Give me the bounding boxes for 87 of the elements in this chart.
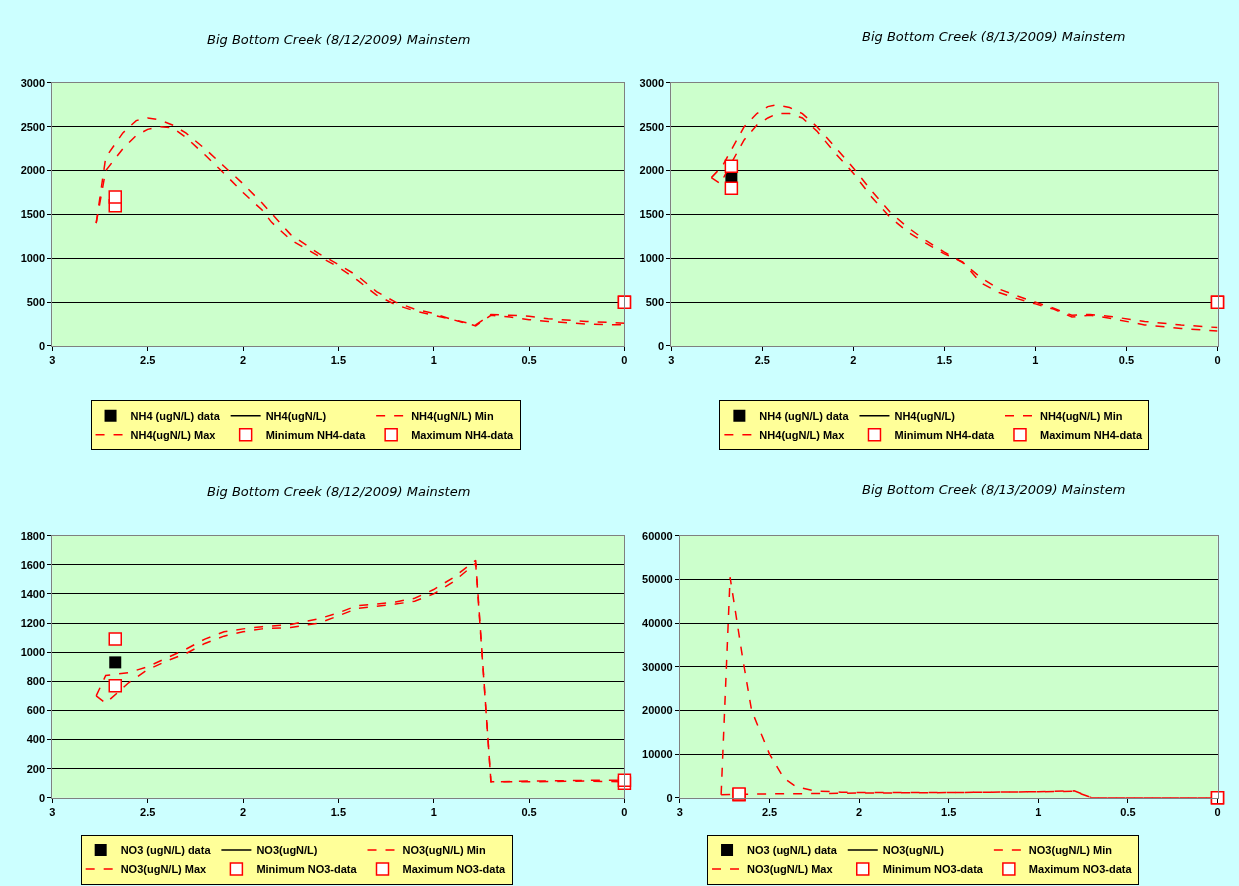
y-tick-label: 2500 bbox=[20, 120, 46, 133]
x-tick-label: 1.5 bbox=[941, 806, 957, 819]
legend-label: NH4(ugN/L) Max bbox=[130, 428, 217, 441]
y-tick-label: 2000 bbox=[639, 164, 665, 177]
x-tick-label: 1.5 bbox=[330, 806, 347, 819]
legend-label: NO3(ugN/L) Min bbox=[402, 844, 486, 857]
y-tick-label: 1600 bbox=[20, 558, 46, 571]
y-tick-label: 600 bbox=[26, 704, 46, 717]
legend-label: NH4(ugN/L) Min bbox=[411, 409, 494, 422]
y-tick-label: 1800 bbox=[20, 529, 46, 542]
x-tick-label: 2 bbox=[850, 354, 857, 367]
x-tick-label: 2 bbox=[239, 354, 247, 367]
legend-label: Minimum NH4-data bbox=[265, 428, 367, 441]
x-tick-label: 2.5 bbox=[754, 354, 770, 367]
legend-label: Maximum NO3-data bbox=[1028, 863, 1133, 876]
legend-label: NO3(ugN/L) Max bbox=[120, 863, 208, 876]
legend-label: NO3 (ugN/L) data bbox=[120, 844, 212, 857]
x-tick-label: 1 bbox=[430, 354, 437, 367]
y-tick-label: 0 bbox=[657, 339, 665, 352]
x-tick-label: 0 bbox=[621, 354, 628, 367]
x-tick-label: 1 bbox=[430, 806, 437, 819]
x-tick-label: 3 bbox=[49, 354, 56, 367]
x-tick-label: 2 bbox=[856, 806, 863, 819]
x-tick-label: 2.5 bbox=[140, 806, 156, 819]
y-tick-label: 40000 bbox=[642, 616, 673, 629]
chart-title: Big Bottom Creek (8/13/2009) Mainstem bbox=[862, 29, 1126, 44]
y-tick-label: 1200 bbox=[20, 616, 46, 629]
chart-title: Big Bottom Creek (8/12/2009) Mainstem bbox=[207, 484, 471, 499]
y-tick-label: 3000 bbox=[639, 76, 665, 89]
x-tick-label: 0.5 bbox=[521, 806, 537, 819]
y-tick-label: 50000 bbox=[642, 573, 673, 586]
x-tick-label: 3 bbox=[668, 354, 675, 367]
legend-label: NH4(ugN/L) Max bbox=[759, 428, 846, 441]
x-tick-label: 2.5 bbox=[761, 806, 778, 819]
y-tick-label: 1000 bbox=[639, 252, 665, 265]
legend-label: NH4(ugN/L) Min bbox=[1039, 409, 1123, 422]
x-tick-label: 0.5 bbox=[1120, 806, 1136, 819]
legend-label: NH4 (ugN/L) data bbox=[759, 409, 850, 422]
y-tick-label: 2500 bbox=[639, 120, 665, 133]
y-tick-label: 0 bbox=[666, 791, 673, 804]
y-tick-label: 1000 bbox=[20, 252, 46, 265]
y-tick-label: 1500 bbox=[20, 208, 46, 221]
y-tick-label: 500 bbox=[645, 295, 665, 308]
legend-label: Minimum NO3-data bbox=[882, 863, 984, 876]
legend-label: NH4(ugN/L) bbox=[894, 409, 956, 422]
legend-label: NO3(ugN/L) Min bbox=[1028, 844, 1113, 857]
y-tick-label: 3000 bbox=[20, 76, 46, 89]
x-tick-label: 0 bbox=[621, 806, 628, 819]
x-tick-label: 2.5 bbox=[140, 354, 156, 367]
legend-label: NO3(ugN/L) bbox=[882, 844, 945, 857]
x-tick-label: 0 bbox=[1214, 806, 1221, 819]
x-tick-label: 1.5 bbox=[936, 354, 953, 367]
legend-label: Maximum NH4-data bbox=[411, 428, 515, 441]
x-tick-label: 2 bbox=[239, 806, 247, 819]
legend-label: NH4 (ugN/L) data bbox=[130, 409, 221, 422]
y-tick-label: 2000 bbox=[20, 164, 46, 177]
y-tick-label: 1000 bbox=[20, 646, 46, 659]
y-tick-label: 60000 bbox=[642, 529, 673, 542]
y-tick-label: 0 bbox=[38, 791, 46, 804]
y-tick-label: 400 bbox=[26, 733, 46, 746]
x-tick-label: 1.5 bbox=[330, 354, 347, 367]
legend-label: NO3(ugN/L) bbox=[256, 844, 318, 857]
legend-label: Maximum NO3-data bbox=[402, 863, 507, 876]
y-tick-label: 800 bbox=[26, 675, 46, 688]
y-tick-label: 200 bbox=[26, 762, 46, 775]
chart-title: Big Bottom Creek (8/13/2009) Mainstem bbox=[862, 482, 1126, 497]
legend-label: Maximum NH4-data bbox=[1039, 428, 1143, 441]
y-tick-label: 20000 bbox=[642, 704, 673, 717]
legend-label: NO3(ugN/L) Max bbox=[747, 863, 834, 876]
y-tick-label: 30000 bbox=[642, 660, 673, 673]
y-tick-label: 0 bbox=[38, 339, 46, 352]
legend-label: Minimum NO3-data bbox=[256, 863, 358, 876]
legend-label: Minimum NH4-data bbox=[894, 428, 995, 441]
y-tick-label: 1400 bbox=[20, 587, 46, 600]
x-tick-label: 1 bbox=[1035, 806, 1042, 819]
x-tick-label: 3 bbox=[676, 806, 683, 819]
legend-label: NO3 (ugN/L) data bbox=[747, 844, 838, 857]
chart-title: Big Bottom Creek (8/12/2009) Mainstem bbox=[207, 32, 471, 47]
x-tick-label: 0 bbox=[1214, 354, 1221, 367]
y-tick-label: 10000 bbox=[642, 747, 673, 760]
x-tick-label: 1 bbox=[1032, 354, 1039, 367]
x-tick-label: 0.5 bbox=[521, 354, 537, 367]
legend-label: NH4(ugN/L) bbox=[265, 409, 327, 422]
y-tick-label: 500 bbox=[26, 295, 46, 308]
x-tick-label: 3 bbox=[49, 806, 56, 819]
y-tick-label: 1500 bbox=[639, 208, 665, 221]
x-tick-label: 0.5 bbox=[1118, 354, 1135, 367]
